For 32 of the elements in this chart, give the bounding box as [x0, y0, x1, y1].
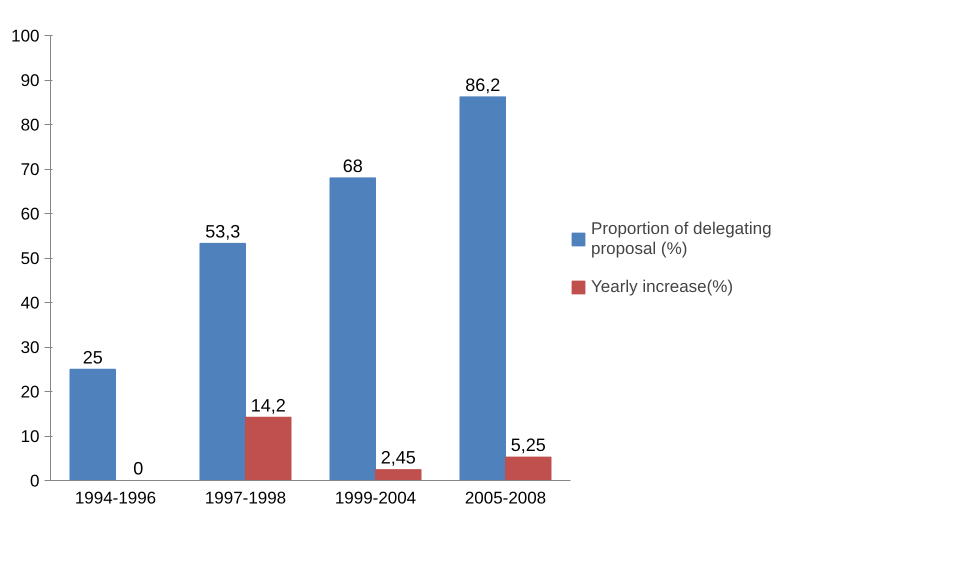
y-tick-label: 30 [20, 338, 40, 357]
data-label: 68 [342, 156, 363, 176]
bar [505, 456, 552, 480]
x-tick-label: 1994-1996 [74, 488, 156, 508]
bar [460, 96, 506, 480]
legend-label: Yearly increase(%) [591, 276, 734, 296]
y-tick-label: 80 [20, 116, 40, 134]
y-tick-label: 60 [20, 204, 40, 224]
bar [375, 469, 422, 480]
y-tick-label: 10 [20, 427, 40, 446]
bar [245, 416, 292, 480]
y-tick-label: 0 [30, 472, 40, 490]
y-tick-label: 70 [20, 160, 40, 179]
y-tick-label: 50 [20, 249, 40, 268]
bar [70, 368, 116, 480]
y-tick-label: 40 [20, 294, 40, 312]
data-label: 14,2 [250, 395, 286, 416]
y-tick-label: 20 [20, 382, 40, 402]
bar [200, 242, 246, 480]
data-label: 25 [82, 347, 103, 368]
data-label: 0 [133, 458, 144, 478]
x-tick-label: 1999-2004 [334, 488, 416, 508]
x-tick-label: 1997-1998 [204, 488, 286, 508]
y-tick-label: 90 [20, 71, 40, 90]
data-label: 5,25 [510, 435, 546, 456]
data-label: 86,2 [465, 74, 500, 95]
data-label: 53,3 [205, 221, 240, 242]
y-tick-label: 100 [11, 26, 40, 46]
legend-label: Proportion of delegating proposal (%) [591, 218, 772, 258]
data-label: 2,45 [380, 448, 416, 468]
x-tick-label: 2005-2008 [464, 488, 546, 508]
bar [330, 177, 376, 480]
